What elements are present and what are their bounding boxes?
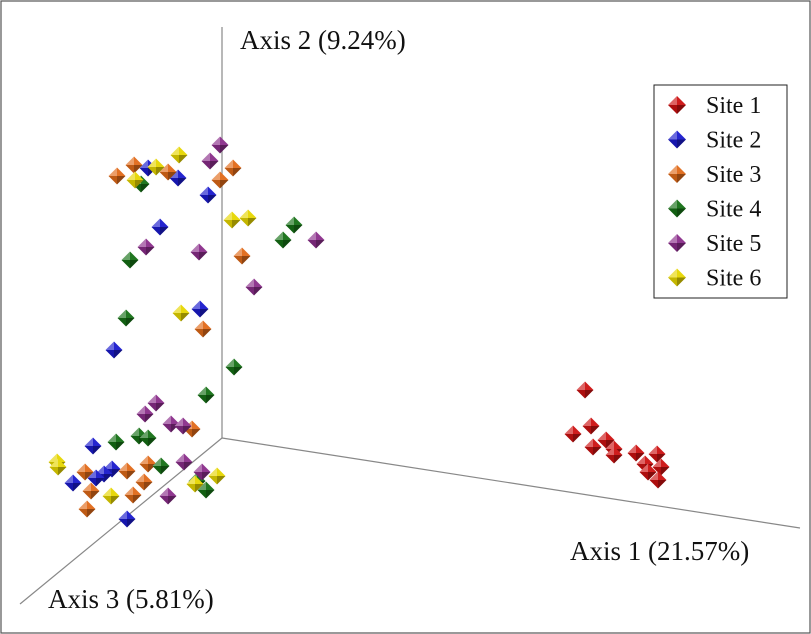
data-point (151, 218, 169, 236)
data-point (191, 300, 209, 318)
data-point (175, 453, 193, 471)
data-point (307, 231, 325, 249)
data-point (49, 458, 67, 476)
data-point (147, 158, 165, 176)
data-point (152, 457, 170, 475)
data-point (211, 171, 229, 189)
data-point (105, 341, 123, 359)
data-point (126, 171, 144, 189)
legend-marker-1 (668, 96, 686, 114)
series-site-2 (64, 159, 217, 528)
data-point (118, 462, 136, 480)
axis-1-line (221, 437, 801, 529)
data-point (82, 482, 100, 500)
data-point (245, 278, 263, 296)
data-point (117, 309, 135, 327)
series-site-5 (136, 136, 325, 505)
data-point (139, 429, 157, 447)
data-point (564, 425, 582, 443)
series-site-3 (76, 156, 251, 518)
legend-label-5: Site 5 (706, 231, 761, 257)
data-point (201, 152, 219, 170)
data-point (147, 394, 165, 412)
data-point (627, 444, 645, 462)
legend-label-6: Site 6 (706, 266, 761, 292)
legend-box (653, 84, 788, 299)
series-site-6 (48, 146, 257, 505)
data-point (576, 381, 594, 399)
data-point (137, 238, 155, 256)
data-point (84, 437, 102, 455)
data-point (174, 417, 192, 435)
data-point (102, 487, 120, 505)
data-point (199, 186, 217, 204)
data-point (136, 405, 154, 423)
data-point (285, 216, 303, 234)
data-point (648, 445, 666, 463)
data-point (135, 473, 153, 491)
data-point (125, 156, 143, 174)
legend-marker-6 (668, 268, 686, 287)
data-point (124, 486, 142, 504)
legend-marker-5 (668, 234, 686, 252)
data-point (649, 471, 667, 489)
legend: Site 1 Site 2 Site 3 Site 4 Site 5 Site 6 (653, 84, 788, 299)
legend-marker-3 (668, 165, 686, 183)
legend-label-1: Site 1 (706, 93, 761, 119)
data-point (584, 438, 602, 456)
data-point (274, 231, 292, 249)
data-point (233, 247, 251, 265)
data-point (170, 146, 188, 164)
data-point (197, 386, 215, 404)
legend-marker-4 (668, 199, 686, 218)
data-point (107, 433, 125, 451)
data-points (48, 136, 670, 528)
data-point (118, 510, 136, 528)
legend-label-3: Site 3 (706, 162, 761, 188)
data-point (186, 475, 204, 493)
data-point (211, 136, 229, 154)
legend-label-2: Site 2 (706, 128, 761, 154)
series-site-1 (564, 381, 670, 489)
data-point (208, 467, 226, 485)
data-point (121, 251, 139, 269)
legend-marker-2 (668, 130, 686, 149)
axis-3-label: Axis 3 (5.81%) (48, 584, 214, 614)
data-point (605, 446, 623, 464)
data-point (194, 320, 212, 338)
data-point (64, 474, 82, 492)
data-point (76, 463, 94, 481)
data-point (582, 417, 600, 435)
data-point (639, 463, 657, 481)
data-point (78, 500, 96, 518)
data-point (223, 211, 241, 229)
axis-2-label: Axis 2 (9.24%) (240, 25, 406, 55)
data-point (225, 358, 243, 376)
data-point (172, 304, 190, 322)
data-point (193, 463, 211, 481)
data-point (108, 167, 126, 185)
data-point (190, 243, 208, 261)
axis-1-label: Axis 1 (21.57%) (570, 536, 749, 566)
data-point (159, 487, 177, 505)
data-point (239, 209, 257, 227)
data-point (224, 159, 242, 177)
legend-label-4: Site 4 (706, 197, 761, 223)
